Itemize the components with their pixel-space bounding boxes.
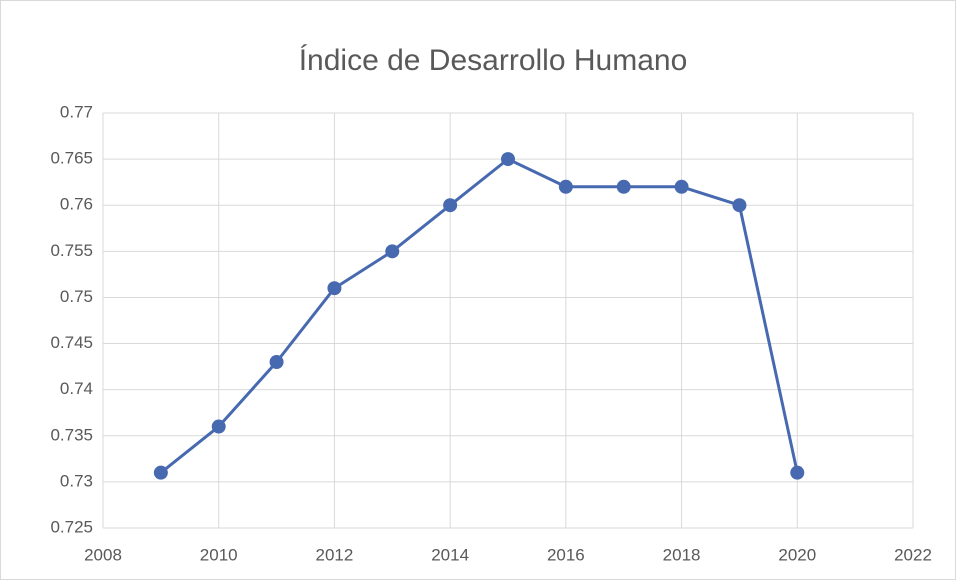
marker <box>327 281 342 296</box>
marker <box>443 198 458 213</box>
marker <box>153 465 168 480</box>
x-tick-label: 2008 <box>84 545 122 564</box>
marker <box>385 244 400 259</box>
marker <box>269 355 284 369</box>
y-tick-label: 0.73 <box>60 471 93 490</box>
y-tick-label: 0.725 <box>50 517 93 536</box>
x-tick-label: 2010 <box>200 545 238 564</box>
y-tick-label: 0.735 <box>50 425 93 444</box>
y-tick-label: 0.755 <box>50 241 93 260</box>
x-tick-label: 2020 <box>778 545 816 564</box>
marker <box>211 419 226 434</box>
marker <box>674 179 689 194</box>
y-tick-label: 0.76 <box>60 195 93 214</box>
y-tick-label: 0.74 <box>60 379 93 398</box>
chart-title: Índice de Desarrollo Humano <box>299 44 688 77</box>
x-tick-label: 2018 <box>663 545 701 564</box>
marker <box>732 198 747 213</box>
y-tick-label: 0.765 <box>50 149 93 168</box>
marker <box>790 465 805 480</box>
x-tick-label: 2012 <box>316 545 354 564</box>
line <box>159 157 799 474</box>
marker <box>501 152 515 167</box>
y-tick-label: 0.75 <box>60 287 93 306</box>
y-tick-label: 0.77 <box>60 102 93 121</box>
x-tick-label: 2022 <box>894 545 932 564</box>
marker <box>558 179 573 194</box>
marker <box>616 179 631 194</box>
y-tick-label: 0.745 <box>50 333 93 352</box>
x-tick-label: 2014 <box>431 545 469 564</box>
x-tick-label: 2016 <box>547 545 585 564</box>
